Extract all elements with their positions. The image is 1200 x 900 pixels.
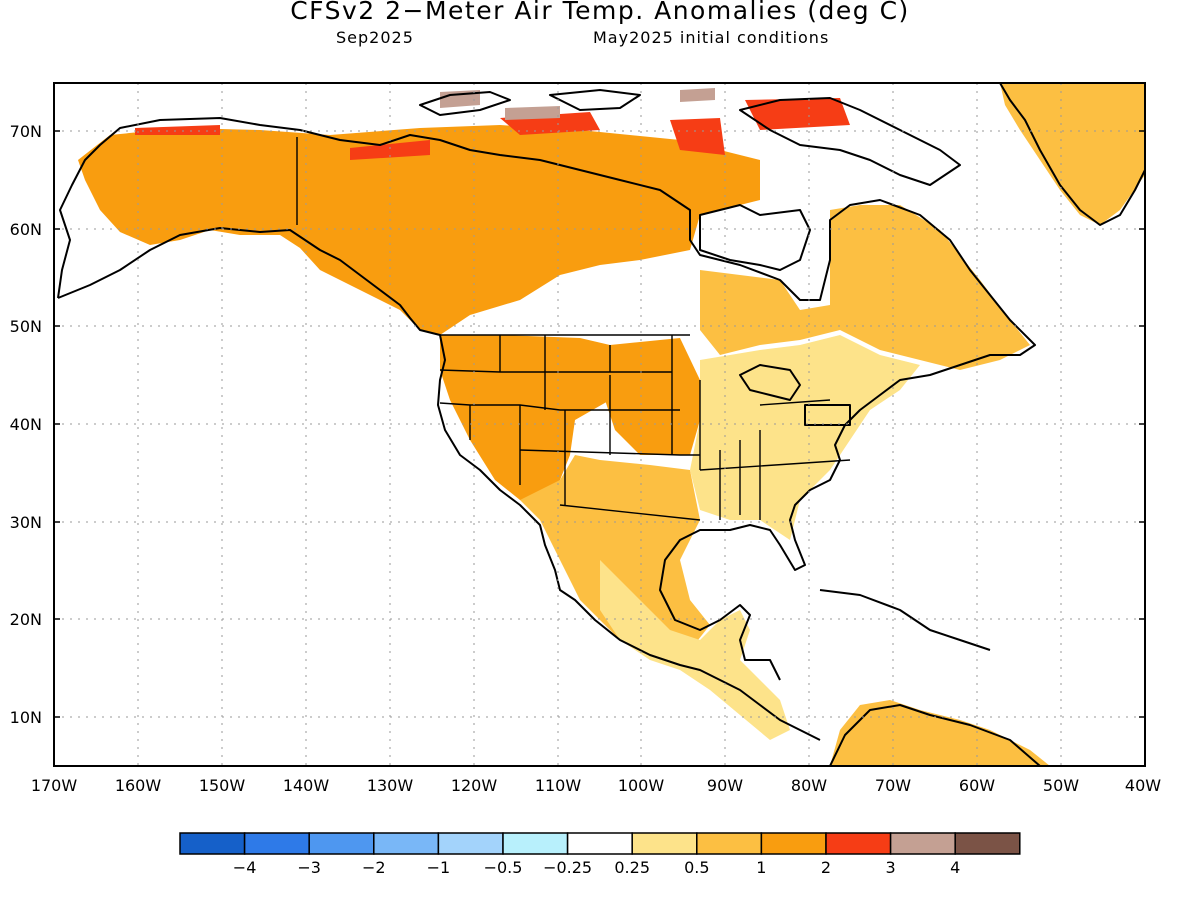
map-content — [54, 83, 1145, 766]
political-borders — [296, 137, 851, 521]
lon-label: 150W — [199, 776, 246, 795]
colorbar-swatch — [696, 832, 763, 855]
colorbar-swatch — [825, 832, 892, 855]
lon-label: 130W — [367, 776, 414, 795]
lon-label: 80W — [791, 776, 827, 795]
colorbar-swatch — [179, 832, 246, 855]
central-plains-warm-zone — [605, 338, 700, 455]
eastern-us-warm-zone — [690, 335, 920, 540]
colorbar-swatch — [502, 832, 569, 855]
colorbar-swatch — [631, 832, 698, 855]
coastlines — [57, 83, 1145, 766]
colorbar-swatch — [437, 832, 504, 855]
valid-month-label: Sep2025 — [336, 28, 414, 47]
arctic-coast-hot-spots — [135, 98, 850, 160]
lon-label: 170W — [31, 776, 78, 795]
lat-label: 50N — [10, 317, 42, 336]
colorbar-label: −3 — [297, 858, 321, 877]
lon-label: 110W — [535, 776, 582, 795]
lon-labels: 170W 160W 150W 140W 130W 120W 110W 100W … — [31, 776, 1161, 795]
colorbar-label: 4 — [950, 858, 960, 877]
colorbar-label: 0.5 — [684, 858, 709, 877]
lon-label: 160W — [115, 776, 162, 795]
lon-label: 100W — [618, 776, 665, 795]
lon-label: 40W — [1125, 776, 1161, 795]
lat-label: 10N — [10, 708, 42, 727]
lat-labels: 70N 60N 50N 40N 30N 20N 10N — [10, 122, 42, 727]
axis-ticks — [54, 130, 1145, 718]
graticule — [54, 83, 1145, 766]
lon-label: 70W — [875, 776, 911, 795]
colorbar-label: 1 — [756, 858, 766, 877]
lon-label: 120W — [451, 776, 498, 795]
eastern-canada-warm-zone — [700, 205, 1030, 370]
lat-label: 60N — [10, 220, 42, 239]
colorbar-swatch — [566, 832, 633, 855]
south-america-warm-zone — [830, 700, 1050, 766]
colorbar-swatch — [889, 832, 956, 855]
lat-label: 70N — [10, 122, 42, 141]
lat-label: 40N — [10, 415, 42, 434]
colorbar-swatch — [308, 832, 375, 855]
colorbar-label: −2 — [362, 858, 386, 877]
colorbar-boxes — [179, 832, 1021, 855]
lat-label: 20N — [10, 610, 42, 629]
alaska-canada-warm-zone — [78, 125, 760, 335]
colorbar-labels: −4 −3 −2 −1 −0.5 −0.25 0.25 0.5 1 2 3 4 — [233, 858, 960, 877]
greenland-warm-zone — [1000, 83, 1145, 225]
lon-label: 140W — [283, 776, 330, 795]
arctic-islands-hot-spots — [440, 88, 715, 120]
central-america-warm-zone — [600, 560, 790, 740]
colorbar-label: −1 — [427, 858, 451, 877]
init-conditions-label: May2025 initial conditions — [593, 28, 830, 47]
lon-label: 60W — [959, 776, 995, 795]
colorbar-label: 3 — [886, 858, 896, 877]
lon-label: 50W — [1043, 776, 1079, 795]
map-title: CFSv2 2−Meter Air Temp. Anomalies (deg C… — [290, 0, 910, 25]
colorbar-label: −0.25 — [543, 858, 592, 877]
colorbar-label: 2 — [821, 858, 831, 877]
colorbar-swatch — [760, 832, 827, 855]
colorbar-label: 0.25 — [614, 858, 650, 877]
colorbar: −4 −3 −2 −1 −0.5 −0.25 0.25 0.5 1 2 3 4 — [179, 832, 1021, 877]
lon-label: 90W — [707, 776, 743, 795]
colorbar-label: −0.5 — [484, 858, 523, 877]
colorbar-swatch — [243, 832, 310, 855]
colorbar-swatch — [954, 832, 1021, 855]
colorbar-swatch — [373, 832, 440, 855]
western-us-warm-zone — [440, 335, 610, 500]
lat-label: 30N — [10, 513, 42, 532]
colorbar-label: −4 — [233, 858, 257, 877]
